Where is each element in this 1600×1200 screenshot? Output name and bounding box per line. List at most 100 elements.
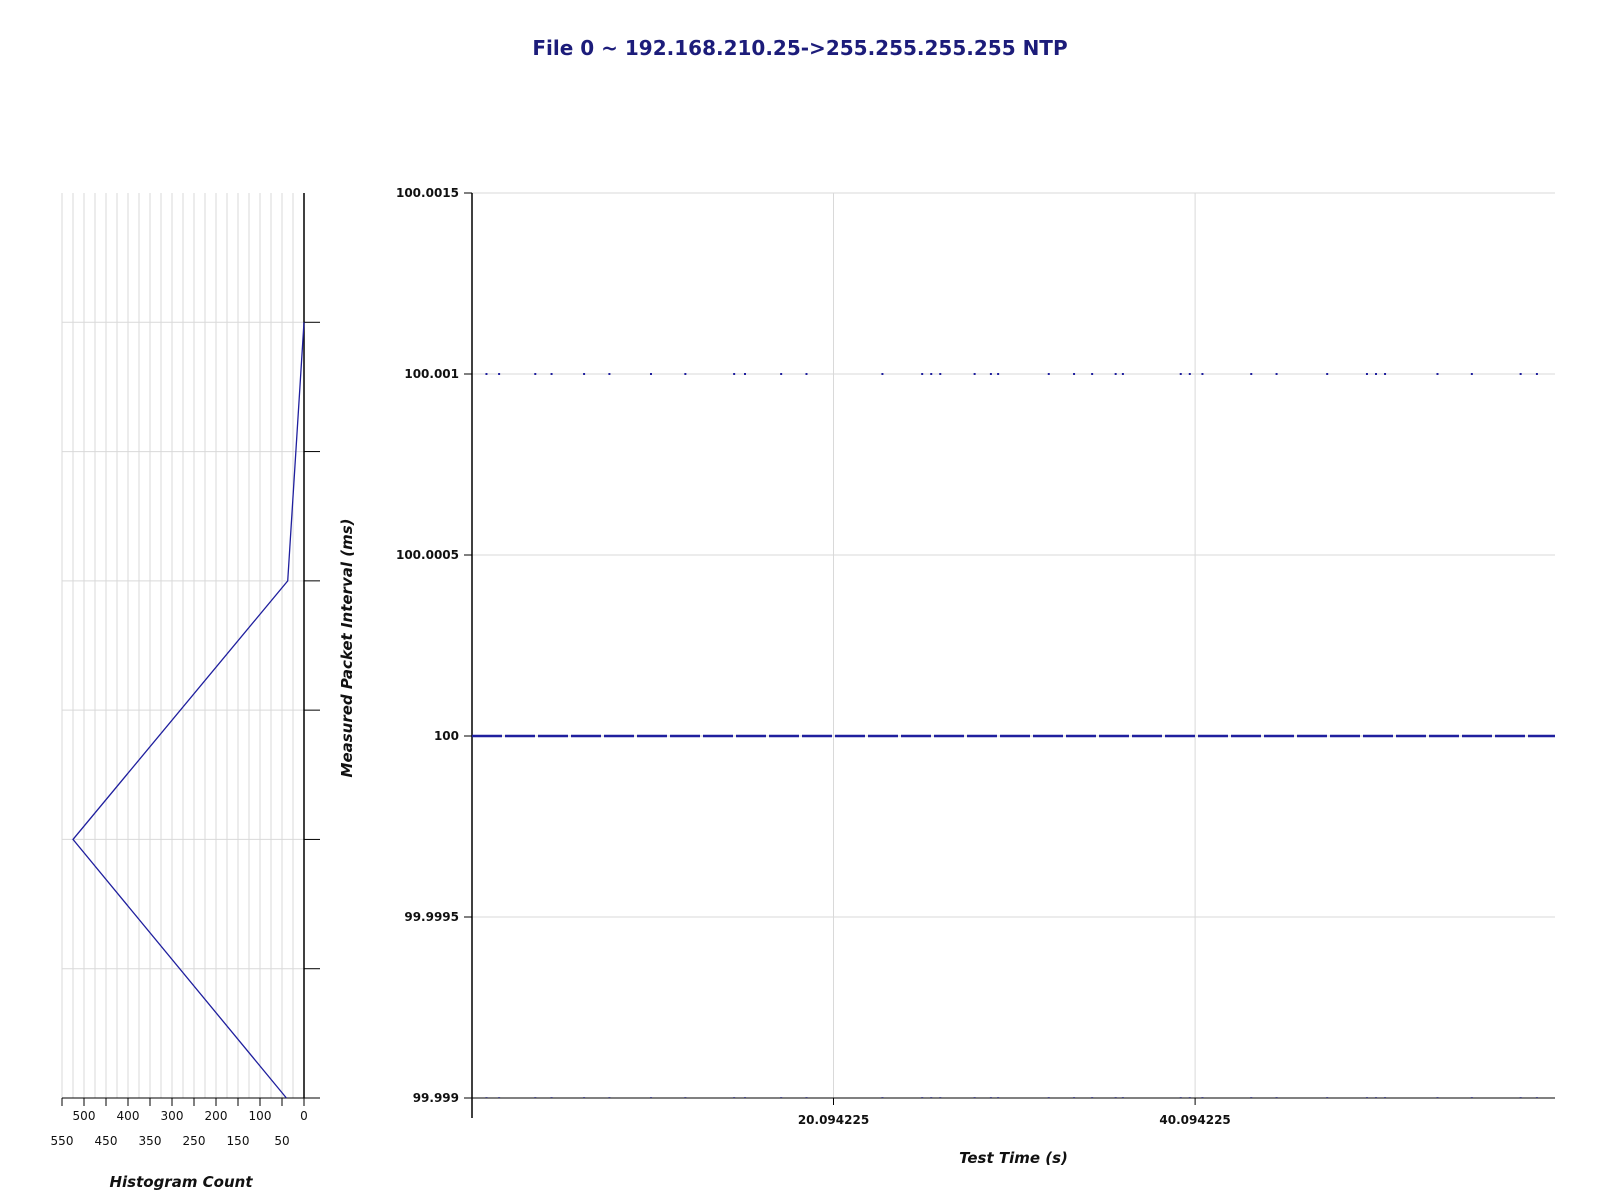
data-point (930, 1097, 933, 1098)
data-point (1365, 373, 1368, 375)
data-point (989, 1097, 992, 1098)
data-point (1114, 373, 1117, 375)
hist-x-tick-label: 400 (117, 1109, 140, 1123)
data-point (997, 1097, 1000, 1098)
data-point (881, 373, 884, 375)
data-point (1114, 1097, 1117, 1098)
data-point (780, 373, 783, 375)
data-point (1275, 1097, 1278, 1098)
histogram-line (72, 322, 305, 1099)
data-point (1188, 373, 1191, 375)
data-point (534, 373, 537, 375)
scatter-panel: 99.999 99.9995 100 100.0005 100.001 100.0015 2… (338, 186, 1555, 1167)
data-point (550, 1097, 553, 1098)
y-tick-label: 100.0005 (396, 548, 459, 562)
data-point (1047, 373, 1050, 375)
data-point (1470, 1097, 1473, 1098)
data-point (649, 373, 652, 375)
data-point (1375, 1097, 1378, 1098)
data-point (583, 373, 586, 375)
data-point (744, 1097, 747, 1098)
data-point (1436, 1097, 1439, 1098)
y-tick-label: 100.001 (404, 367, 459, 381)
data-point (1365, 1097, 1368, 1098)
data-point (1091, 1097, 1094, 1098)
data-point (939, 1097, 942, 1098)
y-axis-title: Measured Packet Interval (ms) (338, 519, 356, 778)
data-point (973, 1097, 976, 1098)
data-point (733, 373, 736, 375)
hist-x-tick-label: 350 (139, 1134, 162, 1148)
x-tick-label: 20.094225 (798, 1113, 869, 1127)
data-point (1121, 373, 1124, 375)
data-point (1384, 1097, 1387, 1098)
hist-x-tick-label: 100 (249, 1109, 272, 1123)
data-point (1073, 1097, 1076, 1098)
data-point (550, 373, 553, 375)
x-tick-label: 40.094225 (1159, 1113, 1230, 1127)
data-point (1091, 373, 1094, 375)
data-point (1121, 1097, 1124, 1098)
data-point (805, 373, 808, 375)
data-point (1047, 1097, 1050, 1098)
hist-x-tick-label: 50 (274, 1134, 289, 1148)
hist-x-tick-label: 300 (161, 1109, 184, 1123)
data-point (997, 373, 1000, 375)
data-point (498, 373, 501, 375)
y-tick-label: 100 (434, 729, 459, 743)
data-point (534, 1097, 537, 1098)
data-point (485, 373, 488, 375)
data-point (1519, 373, 1522, 375)
data-point (608, 373, 611, 375)
data-point (1436, 373, 1439, 375)
hist-x-tick-label: 500 (73, 1109, 96, 1123)
data-point (930, 373, 933, 375)
hist-x-tick-label: 550 (51, 1134, 74, 1148)
data-point (1179, 1097, 1182, 1098)
y-tick-label: 100.0015 (396, 186, 459, 200)
data-point (1326, 1097, 1329, 1098)
data-point (1188, 1097, 1191, 1098)
data-point (684, 373, 687, 375)
data-point (973, 373, 976, 375)
data-point (744, 373, 747, 375)
data-point (1073, 373, 1076, 375)
data-point (1535, 1097, 1538, 1098)
data-point (1470, 373, 1473, 375)
data-point (498, 1097, 501, 1098)
data-point (1535, 373, 1538, 375)
data-point (1384, 373, 1387, 375)
data-point (485, 1097, 488, 1098)
data-point (583, 1097, 586, 1098)
data-point (1201, 1097, 1204, 1098)
y-tick-label: 99.999 (413, 1091, 459, 1105)
data-point (1519, 1097, 1522, 1098)
data-point (921, 373, 924, 375)
hist-x-tick-label: 150 (227, 1134, 250, 1148)
data-point (608, 1097, 611, 1098)
data-point (1201, 373, 1204, 375)
data-point (649, 1097, 652, 1098)
x-axis-title: Test Time (s) (959, 1149, 1068, 1167)
data-point (1250, 1097, 1253, 1098)
data-point (1326, 373, 1329, 375)
hist-x-tick-label: 450 (95, 1134, 118, 1148)
data-point (881, 1097, 884, 1098)
data-point (780, 1097, 783, 1098)
data-point (939, 373, 942, 375)
y-tick-label: 99.9995 (404, 910, 459, 924)
data-point (1375, 373, 1378, 375)
data-point (733, 1097, 736, 1098)
data-point (805, 1097, 808, 1098)
data-point (989, 373, 992, 375)
hist-x-tick-label: 0 (300, 1109, 308, 1123)
hist-x-axis-title: Histogram Count (109, 1173, 253, 1191)
data-point (684, 1097, 687, 1098)
data-point (921, 1097, 924, 1098)
data-point (1275, 373, 1278, 375)
data-point (1179, 373, 1182, 375)
hist-x-tick-label: 200 (205, 1109, 228, 1123)
histogram-panel: 500 400 300 200 100 0 550 450 350 250 150 50 Histogr… (51, 193, 320, 1191)
data-point (1250, 373, 1253, 375)
